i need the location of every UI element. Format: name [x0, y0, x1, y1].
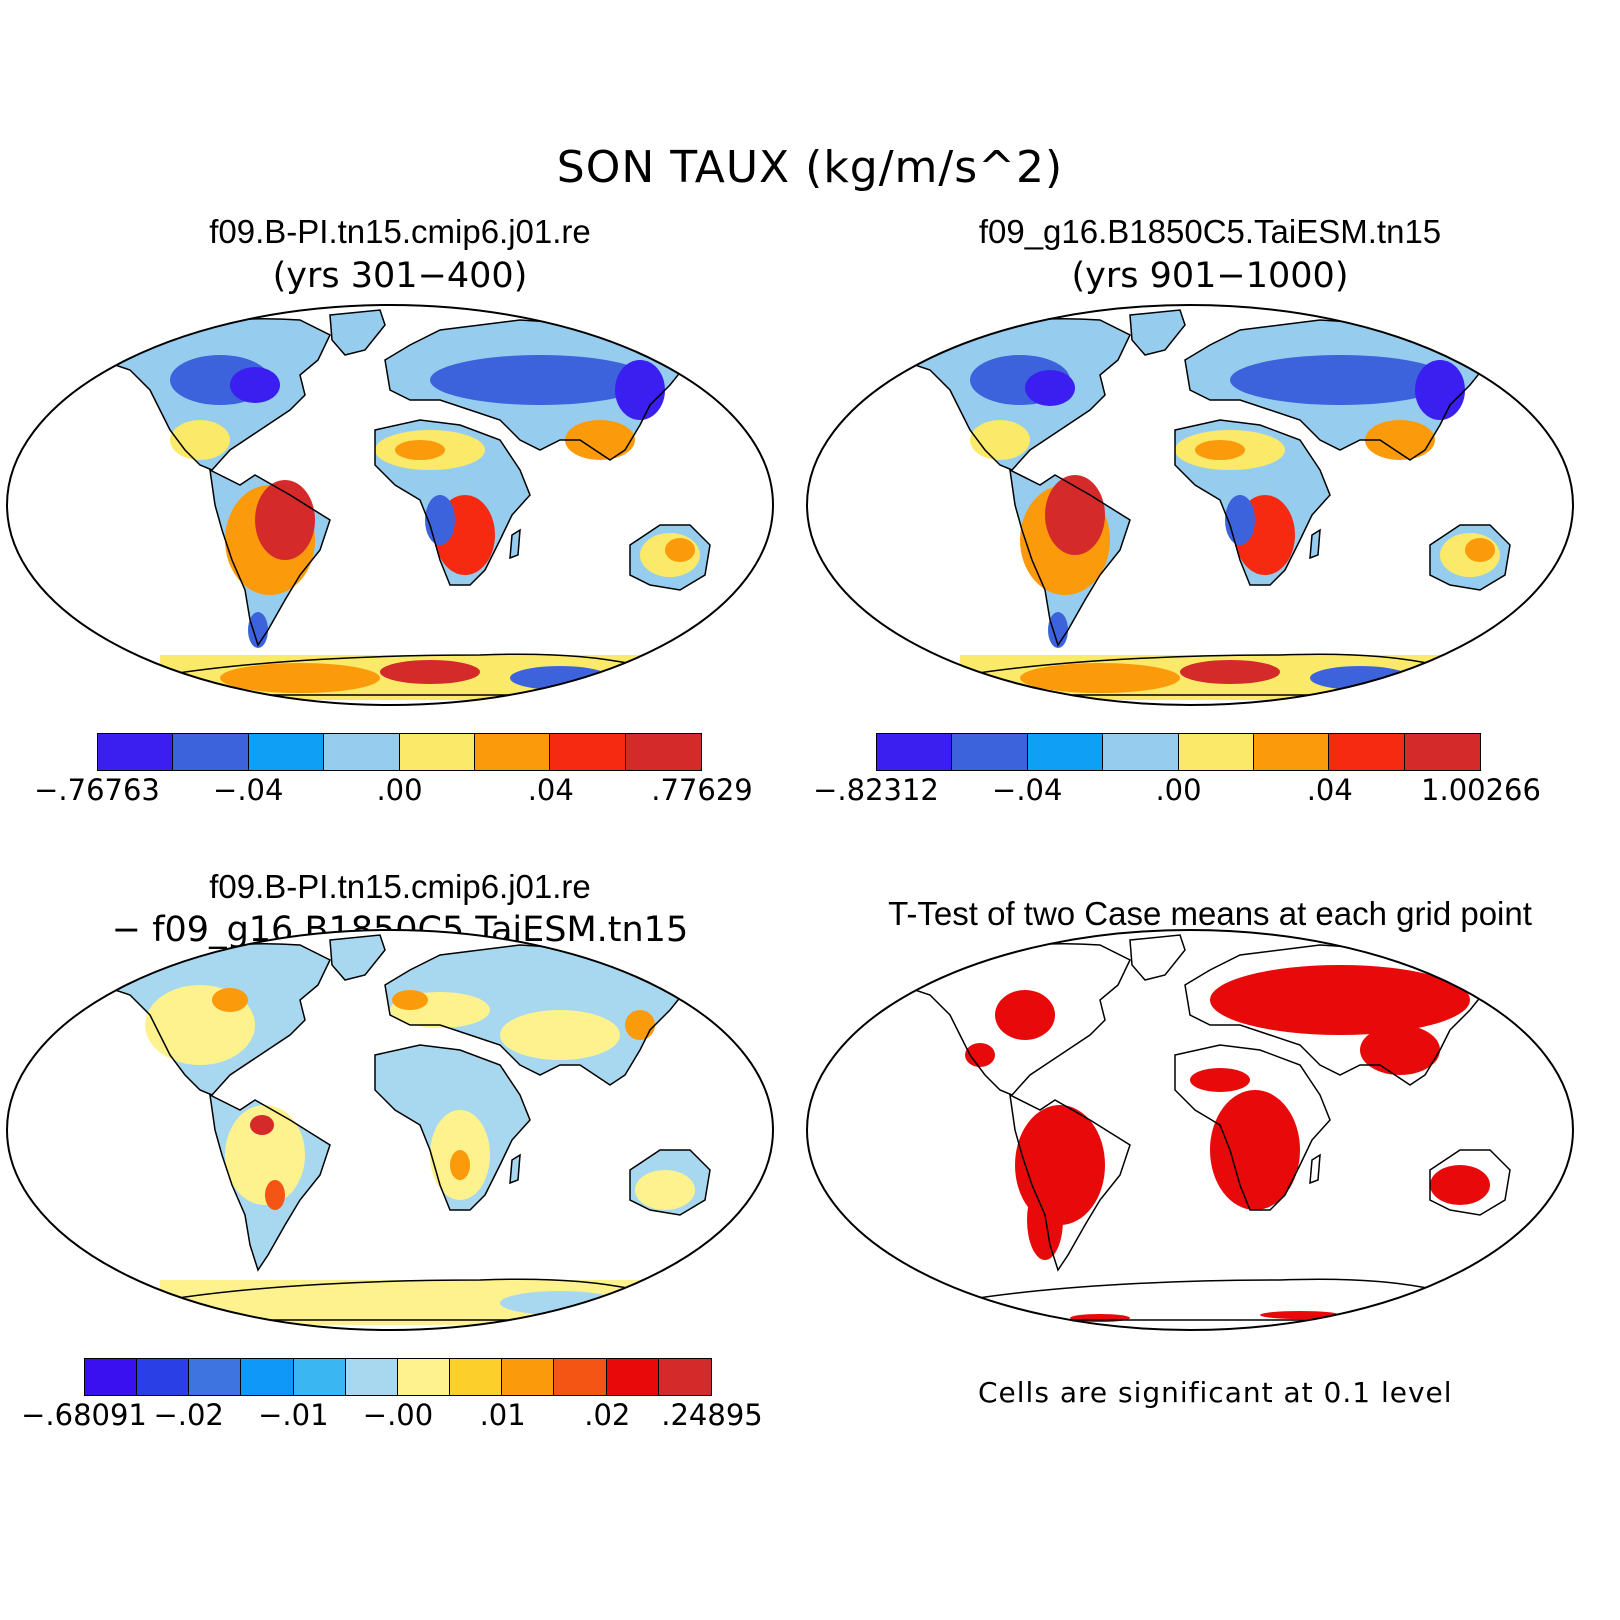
- cb3-swatch-3: [241, 1359, 294, 1395]
- cb2-swatch-3: [1103, 734, 1179, 770]
- cb2-swatch-6: [1329, 734, 1405, 770]
- cb1-label-3: .04: [527, 773, 574, 807]
- cb1-label-0: −.76763: [34, 773, 160, 807]
- cb2-swatch-5: [1253, 734, 1330, 770]
- panel4-significance: [965, 965, 1490, 1322]
- cb3-swatch-0: [85, 1359, 138, 1395]
- panel4-title: T-Test of two Case means at each grid po…: [888, 895, 1532, 932]
- panel1-title: f09.B-PI.tn15.cmip6.j01.re: [209, 213, 591, 250]
- cb1-swatch-0: [98, 734, 174, 770]
- cb3-swatch-8: [502, 1359, 555, 1395]
- panel1-map: [6, 304, 774, 706]
- panel4-map: [806, 929, 1574, 1331]
- cb3-label-2: −.01: [258, 1398, 329, 1432]
- cb1-swatch-5: [474, 734, 551, 770]
- cb1-label-4: .77629: [651, 773, 753, 807]
- cb3-swatch-11: [658, 1359, 711, 1395]
- panel2-map: [806, 304, 1574, 706]
- cb3-swatch-1: [137, 1359, 190, 1395]
- colorbar-1: [97, 733, 702, 771]
- panel3-title: f09.B-PI.tn15.cmip6.j01.re: [209, 868, 591, 905]
- cb1-swatch-3: [324, 734, 400, 770]
- cb3-swatch-10: [606, 1359, 659, 1395]
- cb3-label-5: .02: [584, 1398, 631, 1432]
- cb3-label-3: −.00: [362, 1398, 434, 1432]
- cb2-swatch-2: [1027, 734, 1104, 770]
- cb3-swatch-4: [293, 1359, 346, 1395]
- colorbar-2: [876, 733, 1481, 771]
- cb1-label-2: .00: [376, 773, 423, 807]
- cb3-label-1: −.02: [153, 1398, 224, 1432]
- cb1-swatch-2: [248, 734, 325, 770]
- cb2-swatch-4: [1178, 734, 1254, 770]
- cb1-swatch-6: [550, 734, 626, 770]
- significance-note: Cells are significant at 0.1 level: [978, 1376, 1453, 1409]
- cb2-label-1: −.04: [992, 773, 1063, 807]
- panel3-map: [6, 929, 774, 1331]
- cb3-label-0: −.68091: [21, 1398, 147, 1432]
- cb3-swatch-2: [189, 1359, 242, 1395]
- cb2-swatch-0: [877, 734, 953, 770]
- cb2-label-4: 1.00266: [1421, 773, 1541, 807]
- panel2-title: f09_g16.B1850C5.TaiESM.tn15: [978, 213, 1442, 250]
- cb1-swatch-4: [399, 734, 475, 770]
- cb2-swatch-1: [952, 734, 1028, 770]
- main-title: SON TAUX (kg/m/s^2): [556, 142, 1064, 193]
- cb1-label-1: −.04: [213, 773, 284, 807]
- cb2-swatch-7: [1404, 734, 1480, 770]
- cb2-label-0: −.82312: [813, 773, 939, 807]
- panel2-subtitle: (yrs 901−1000): [1071, 256, 1349, 296]
- cb3-label-6: .24895: [661, 1398, 763, 1432]
- cb2-label-3: .04: [1306, 773, 1353, 807]
- cb3-swatch-6: [397, 1359, 451, 1395]
- cb1-swatch-1: [173, 734, 249, 770]
- cb3-swatch-7: [450, 1359, 503, 1395]
- cb1-swatch-7: [625, 734, 701, 770]
- cb2-label-2: .00: [1155, 773, 1202, 807]
- cb3-swatch-9: [554, 1359, 607, 1395]
- cb3-label-4: .01: [479, 1398, 526, 1432]
- colorbar-3: [84, 1358, 712, 1396]
- panel1-subtitle: (yrs 301−400): [272, 256, 528, 296]
- cb3-swatch-5: [345, 1359, 398, 1395]
